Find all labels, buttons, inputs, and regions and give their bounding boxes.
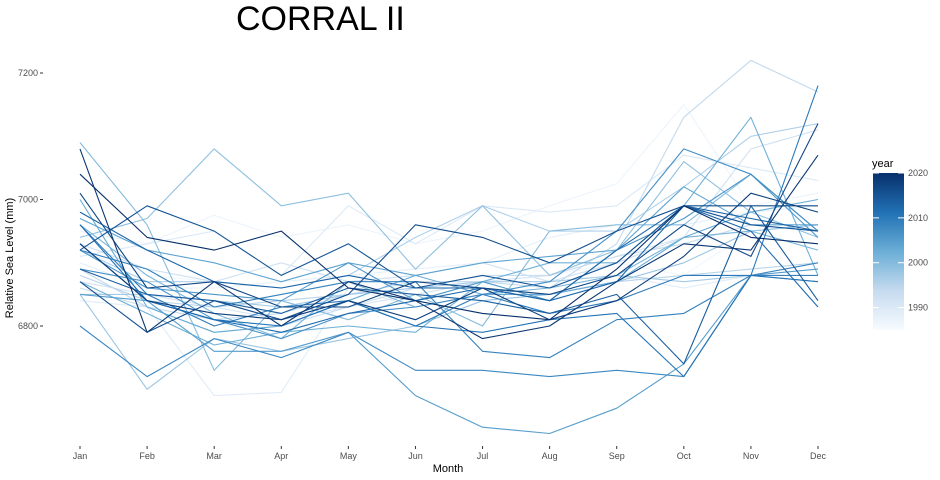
series-line-2014: [79, 205, 819, 365]
series-line-1991: [79, 224, 819, 321]
series-line-1994: [79, 59, 819, 321]
chart-title: CORRAL II: [236, 0, 405, 38]
series-line-2019: [79, 148, 819, 340]
x-tick-label: Dec: [810, 451, 827, 461]
series-line-2009: [79, 249, 818, 359]
color-legend: year 1990 2000 2010 2020: [872, 158, 928, 330]
x-tick-label: Jun: [408, 451, 423, 461]
y-tick-label: 7200: [18, 68, 38, 78]
series-line-2010: [79, 85, 819, 327]
x-tick-label: Mar: [206, 451, 222, 461]
series-line-2005: [79, 268, 819, 435]
series-layer: [79, 59, 819, 435]
legend-ticks: 1990 2000 2010 2020: [873, 168, 928, 313]
series-line-1996: [79, 123, 819, 289]
x-tick-label: Apr: [274, 451, 288, 461]
series-line-2012: [79, 205, 819, 333]
series-line-1999: [79, 148, 819, 276]
series-line-2016: [79, 205, 818, 333]
legend-tick-label: 2010: [908, 213, 928, 223]
series-line-2007: [79, 148, 819, 340]
series-line-2013: [79, 205, 819, 302]
x-axis-title: Month: [433, 463, 464, 475]
legend-tick-label: 2000: [908, 258, 928, 268]
series-line-2004: [79, 186, 818, 283]
legend-title: year: [872, 158, 894, 170]
series-line-2017: [79, 123, 819, 308]
y-axis: 6800 7000 7200: [18, 68, 43, 331]
y-tick-label: 6800: [18, 321, 38, 331]
series-line-2000: [79, 142, 819, 371]
x-tick-label: Jan: [73, 451, 88, 461]
x-tick-label: May: [340, 451, 358, 461]
series-line-2020: [79, 173, 819, 321]
x-axis: Jan Feb Mar Apr May Jun Jul Aug Sep Oct Nov Dec: [73, 446, 827, 461]
legend-colorbar: [873, 173, 904, 330]
x-tick-label: Aug: [542, 451, 558, 461]
series-line-2018: [79, 192, 819, 321]
series-line-1990: [79, 154, 819, 276]
legend-tick-label: 1990: [908, 303, 928, 313]
x-tick-label: Jul: [477, 451, 489, 461]
series-line-2015: [79, 205, 819, 289]
y-axis-title: Relative Sea Level (mm): [4, 198, 16, 318]
x-tick-label: Feb: [139, 451, 155, 461]
legend-tick-label: 2020: [908, 168, 928, 178]
x-tick-label: Sep: [609, 451, 625, 461]
x-tick-label: Nov: [743, 451, 760, 461]
x-tick-label: Oct: [677, 451, 692, 461]
y-tick-label: 7000: [18, 195, 38, 205]
